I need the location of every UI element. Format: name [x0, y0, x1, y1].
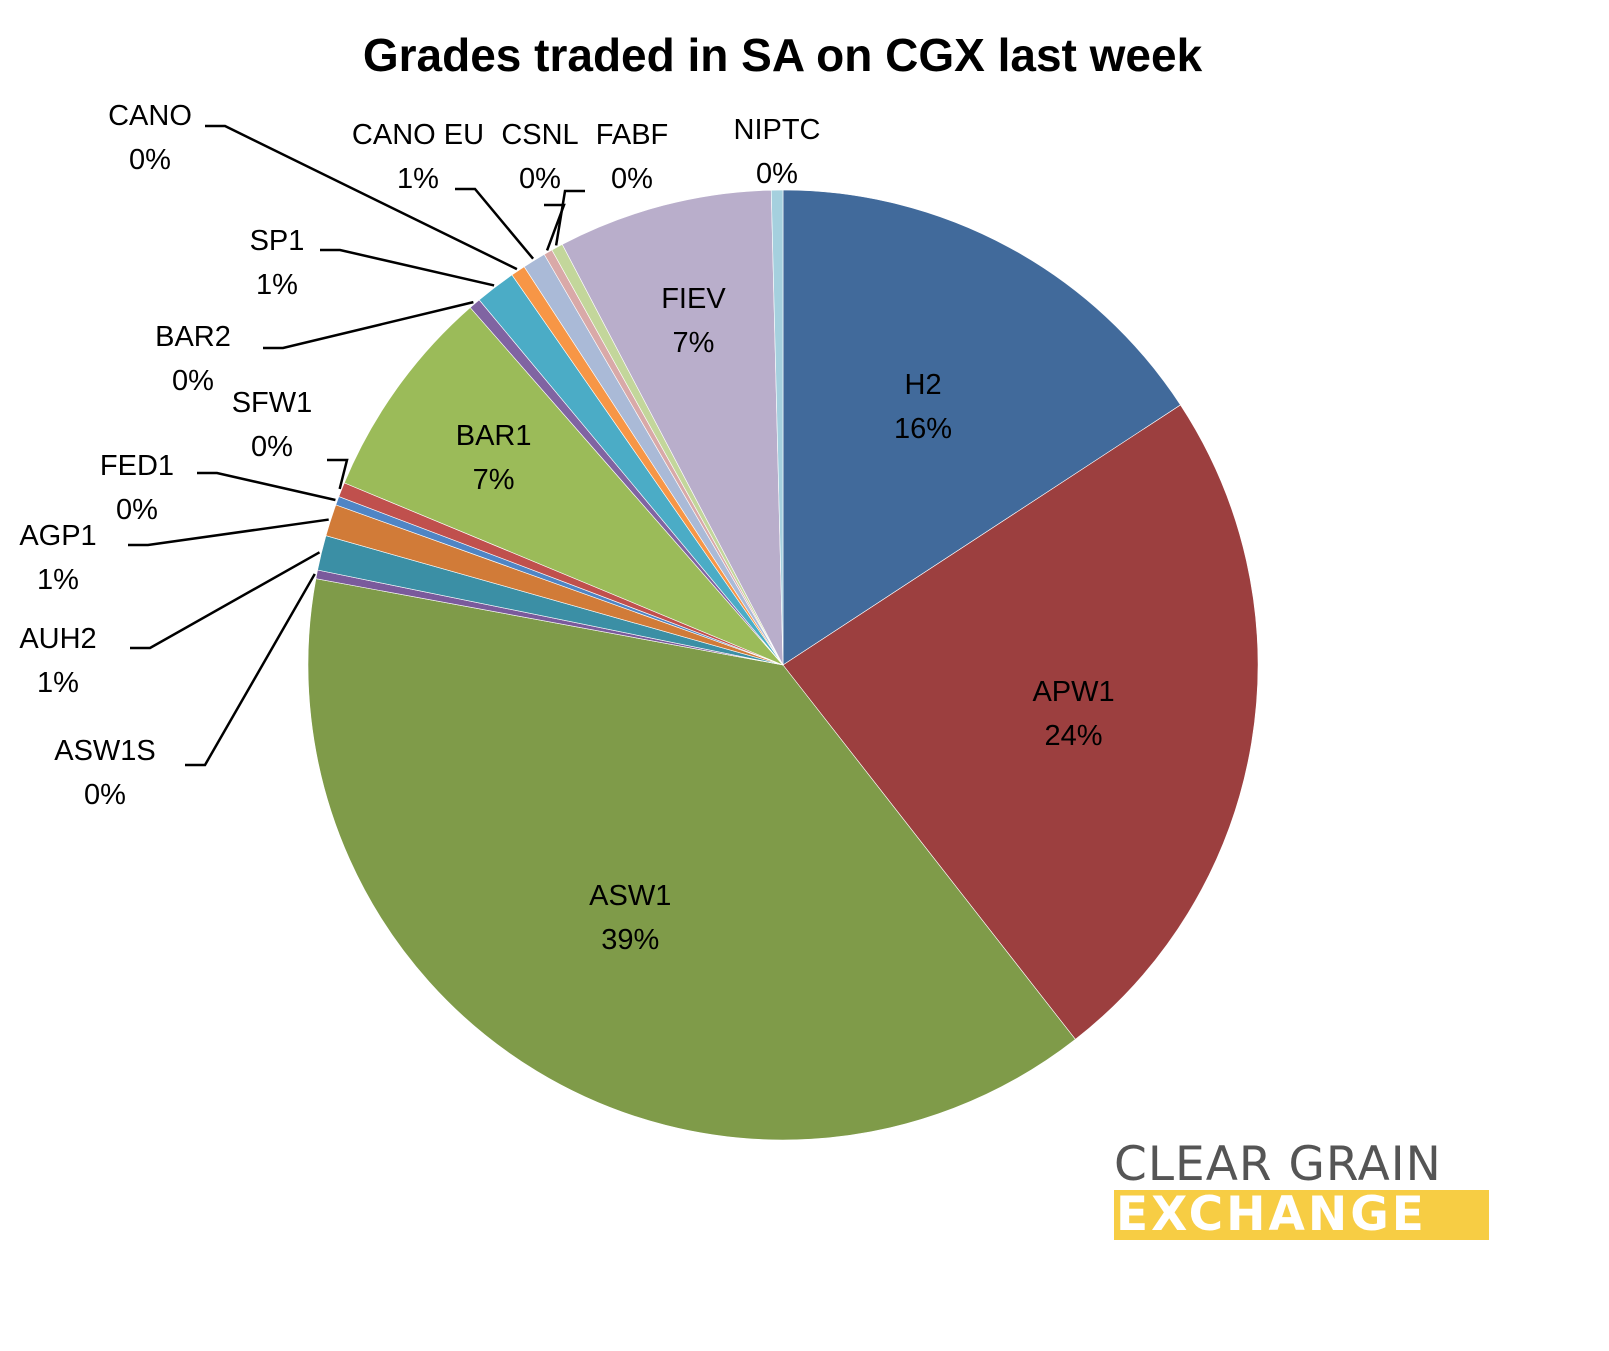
- slice-percent: 16%: [894, 413, 952, 445]
- pie-slice-asw1: [307, 578, 1076, 1141]
- slice-label: SP1: [250, 225, 305, 257]
- pie-slice-h2: [782, 189, 1181, 666]
- slice-label: FIEV: [661, 283, 726, 315]
- slice-percent: 1%: [397, 163, 439, 195]
- slice-label: AUH2: [19, 623, 96, 655]
- pie-slice-niptc: [770, 189, 784, 666]
- slice-label: SFW1: [232, 387, 313, 419]
- slice-percent: 0%: [172, 365, 214, 397]
- leader-line: [554, 189, 585, 246]
- pie-slice-fiev: [561, 189, 784, 666]
- slice-label: ASW1S: [54, 735, 156, 767]
- leader-line: [263, 300, 474, 350]
- chart-title: Grades traded in SA on CGX last week: [362, 29, 1203, 81]
- leader-line: [205, 124, 518, 271]
- leader-line: [130, 551, 321, 650]
- slice-percent: 0%: [519, 163, 561, 195]
- slice-percent: 0%: [251, 431, 293, 463]
- slice-percent: 0%: [756, 158, 798, 190]
- slice-percent: 0%: [611, 163, 653, 195]
- slice-label: FED1: [100, 450, 174, 482]
- logo-line-1: CLEAR GRAIN: [1114, 1137, 1442, 1192]
- pie-slice-bar1: [343, 307, 784, 666]
- slice-label: CANO: [108, 100, 192, 132]
- slice-percent: 0%: [129, 144, 171, 176]
- logo-line-2: EXCHANGE: [1114, 1190, 1489, 1240]
- leader-line: [197, 471, 336, 502]
- slice-percent: 0%: [84, 779, 126, 811]
- slice-percent: 0%: [116, 494, 158, 526]
- slice-label: H2: [905, 369, 942, 401]
- slice-label: FABF: [596, 119, 669, 151]
- leader-line: [327, 458, 349, 490]
- slice-percent: 1%: [256, 269, 298, 301]
- slice-percent: 1%: [37, 667, 79, 699]
- slice-percent: 24%: [1045, 720, 1103, 752]
- leader-line: [544, 203, 566, 251]
- slice-percent: 7%: [473, 464, 515, 496]
- slice-percent: 7%: [673, 327, 715, 359]
- pie-slice-apw1: [782, 404, 1259, 1040]
- clear-grain-exchange-logo: CLEAR GRAIN EXCHANGE: [1114, 1140, 1489, 1240]
- leader-line: [320, 248, 495, 287]
- leader-line: [455, 187, 535, 260]
- slice-label: CSNL: [501, 119, 578, 151]
- slice-label: APW1: [1032, 676, 1114, 708]
- leader-line: [185, 573, 316, 767]
- slice-percent: 39%: [601, 924, 659, 956]
- slice-label: AGP1: [19, 520, 96, 552]
- leader-line: [128, 518, 329, 547]
- slice-label: BAR1: [456, 420, 532, 452]
- slice-label: CANO EU: [352, 119, 484, 151]
- slice-label: BAR2: [155, 321, 231, 353]
- slice-label: ASW1: [589, 880, 671, 912]
- slice-percent: 1%: [37, 564, 79, 596]
- slice-label: NIPTC: [734, 114, 821, 146]
